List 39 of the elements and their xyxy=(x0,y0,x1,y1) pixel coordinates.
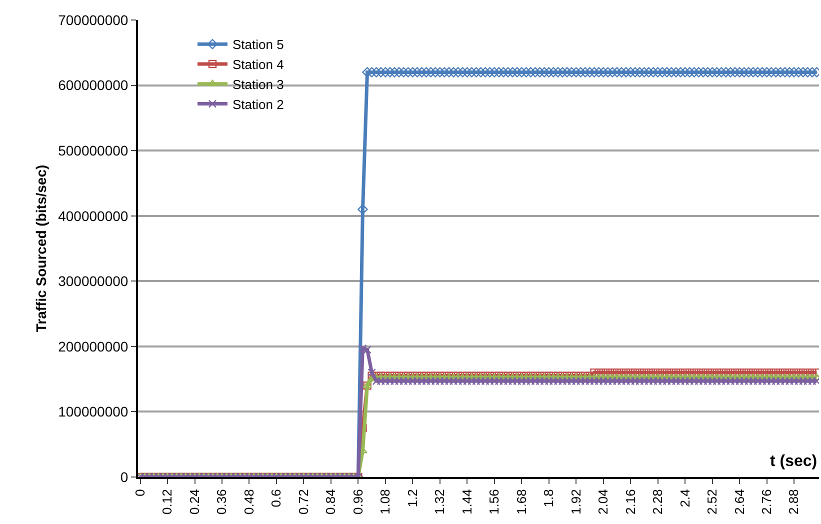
x-axis-title: t (sec) xyxy=(770,453,818,470)
x-tick-label: 1.08 xyxy=(378,489,393,515)
x-tick-label: 2.76 xyxy=(759,489,774,515)
y-tick-label: 400000000 xyxy=(58,208,128,224)
x-tick-label: 2.52 xyxy=(704,489,720,515)
x-tick-label: 0.96 xyxy=(350,489,366,515)
x-tick-label: 2.4 xyxy=(677,489,692,508)
x-tick-label: 1.32 xyxy=(432,489,448,515)
y-tick-label: 0 xyxy=(120,468,128,485)
y-tick-label: 700000000 xyxy=(58,12,128,28)
x-tick-label: 0.48 xyxy=(241,489,256,515)
legend-label: Station 4 xyxy=(232,57,284,72)
y-tick-label: 100000000 xyxy=(58,404,128,420)
y-axis-title: Traffic Sourced (bits/sec) xyxy=(33,164,50,332)
x-tick-label: 2.88 xyxy=(786,489,802,515)
legend-label: Station 5 xyxy=(232,37,284,52)
x-tick-label: 1.92 xyxy=(568,489,584,515)
x-tick-label: 1.44 xyxy=(459,489,474,515)
x-tick-label: 0.84 xyxy=(323,489,338,515)
x-tick-label: 2.64 xyxy=(732,489,747,515)
x-tick-label: 2.16 xyxy=(622,489,638,515)
x-tick-label: 0.72 xyxy=(296,489,311,515)
x-tick-label: 0.6 xyxy=(268,489,284,508)
x-tick-label: 1.68 xyxy=(514,489,529,515)
x-tick-label: 2.28 xyxy=(650,489,666,515)
x-tick-label: 0.12 xyxy=(160,489,175,515)
x-tick-label: 0 xyxy=(132,489,148,496)
legend-label: Station 2 xyxy=(232,96,284,112)
y-tick-label: 600000000 xyxy=(58,77,128,94)
x-tick-label: 2.04 xyxy=(596,489,611,515)
x-tick-label: 1.56 xyxy=(486,489,502,515)
x-tick-label: 0.24 xyxy=(186,489,202,515)
legend-label: Station 3 xyxy=(232,76,284,92)
x-tick-label: 1.2 xyxy=(404,489,420,508)
x-tick-label: 1.8 xyxy=(541,489,556,508)
y-tick-label: 500000000 xyxy=(58,142,128,158)
x-tick-label: 0.36 xyxy=(214,489,230,515)
y-tick-label: 200000000 xyxy=(58,338,128,354)
y-tick-label: 300000000 xyxy=(58,273,128,290)
